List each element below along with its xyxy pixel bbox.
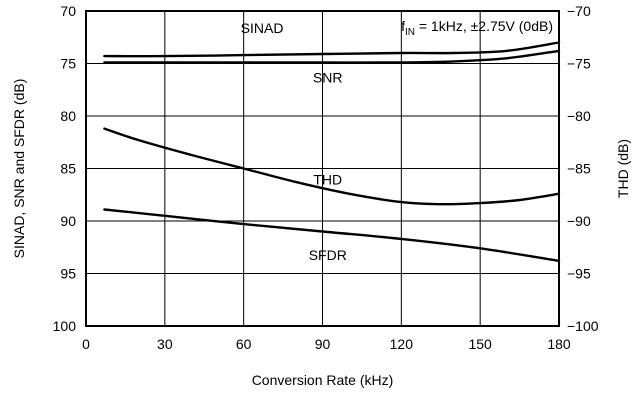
annotation: fIN = 1kHz, ±2.75V (0dB) bbox=[401, 18, 553, 38]
series-label-sinad: SINAD bbox=[241, 20, 284, 36]
y-right-tick-label: −85 bbox=[567, 161, 591, 177]
series-lines bbox=[103, 41, 561, 263]
y-right-tick-label: −100 bbox=[567, 318, 599, 334]
series-label-snr: SNR bbox=[313, 69, 343, 85]
y-right-tick-label: −90 bbox=[567, 213, 591, 229]
x-tick-label: 60 bbox=[236, 336, 252, 352]
y-left-tick-label: 70 bbox=[60, 3, 76, 19]
series-label-thd: THD bbox=[313, 171, 342, 187]
x-tick-label: 120 bbox=[390, 336, 414, 352]
series-line-thd bbox=[103, 127, 561, 206]
series-line-sfdr bbox=[103, 208, 561, 263]
x-tick-label: 150 bbox=[468, 336, 492, 352]
series-line-snr bbox=[103, 49, 561, 64]
y-left-tick-label: 95 bbox=[60, 266, 76, 282]
y-left-tick-label: 80 bbox=[60, 108, 76, 124]
y-axis-left-label: SINAD, SNR and SFDR (dB) bbox=[11, 79, 27, 259]
grid-lines bbox=[86, 11, 559, 326]
annotation-prefix: f bbox=[401, 18, 405, 34]
y-right-tick-label: −95 bbox=[567, 266, 591, 282]
x-tick-label: 0 bbox=[82, 336, 90, 352]
x-tick-label: 180 bbox=[547, 336, 571, 352]
y-left-tick-label: 90 bbox=[60, 213, 76, 229]
y-right-tick-label: −70 bbox=[567, 3, 591, 19]
x-axis-label: Conversion Rate (kHz) bbox=[252, 372, 394, 388]
y-left-tick-label: 85 bbox=[60, 161, 76, 177]
series-line-sinad bbox=[103, 41, 561, 58]
y-right-tick-label: −80 bbox=[567, 108, 591, 124]
series-labels: SINAD SNR THD SFDR bbox=[241, 20, 347, 263]
series-label-sfdr: SFDR bbox=[309, 247, 347, 263]
plot-frame bbox=[85, 10, 560, 327]
annotation-suffix: = 1kHz, ±2.75V (0dB) bbox=[415, 18, 553, 34]
y-right-tick-label: −75 bbox=[567, 56, 591, 72]
x-tick-label: 90 bbox=[315, 336, 331, 352]
y-left-tick-label: 100 bbox=[53, 318, 77, 334]
tick-labels: 0 30 60 90 120 150 180 70 75 80 85 90 95 100 −70 −75 −80… bbox=[53, 3, 599, 352]
x-tick-label: 30 bbox=[157, 336, 173, 352]
y-axis-right-label: THD (dB) bbox=[615, 139, 631, 198]
y-left-tick-label: 75 bbox=[60, 56, 76, 72]
annotation-subscript: IN bbox=[405, 27, 415, 38]
